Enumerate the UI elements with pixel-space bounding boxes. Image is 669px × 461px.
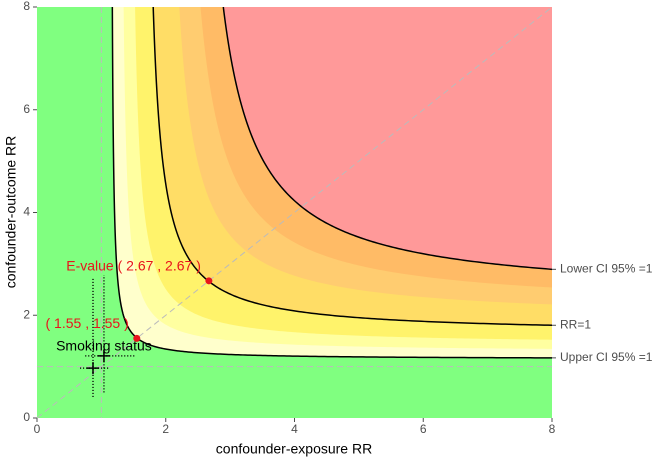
- plot-area: [37, 7, 552, 418]
- y-tick-label: 4: [23, 205, 30, 219]
- curve-label: Upper CI 95% =1: [560, 350, 653, 364]
- curve: [111, 7, 552, 359]
- point-label: ( 1.55 , 1.55 ): [46, 315, 129, 331]
- curve: [152, 7, 552, 327]
- evalue-point: [205, 277, 213, 285]
- curve-label: Lower CI 95% =1: [560, 261, 653, 275]
- x-tick-label: 8: [549, 422, 556, 436]
- evalue-point: [133, 334, 141, 342]
- y-tick-label: 6: [23, 102, 30, 116]
- x-tick-label: 6: [420, 422, 427, 436]
- y-tick-label: 0: [23, 410, 30, 424]
- curve-label: RR=1: [560, 317, 591, 331]
- y-tick-label: 8: [23, 0, 30, 13]
- y-axis-title: confounder-outcome RR: [3, 136, 19, 289]
- x-tick-label: 2: [162, 422, 169, 436]
- x-tick-label: 0: [34, 422, 41, 436]
- point-label: E-value ( 2.67 , 2.67 ): [66, 258, 201, 274]
- benchmark-point: [87, 362, 100, 375]
- curve: [222, 7, 552, 271]
- benchmark-label: Smoking status: [56, 338, 152, 354]
- y-tick-label: 2: [23, 307, 30, 321]
- benchmark-point: [97, 349, 110, 362]
- x-axis-title: confounder-exposure RR: [216, 441, 372, 457]
- x-tick-label: 4: [291, 422, 298, 436]
